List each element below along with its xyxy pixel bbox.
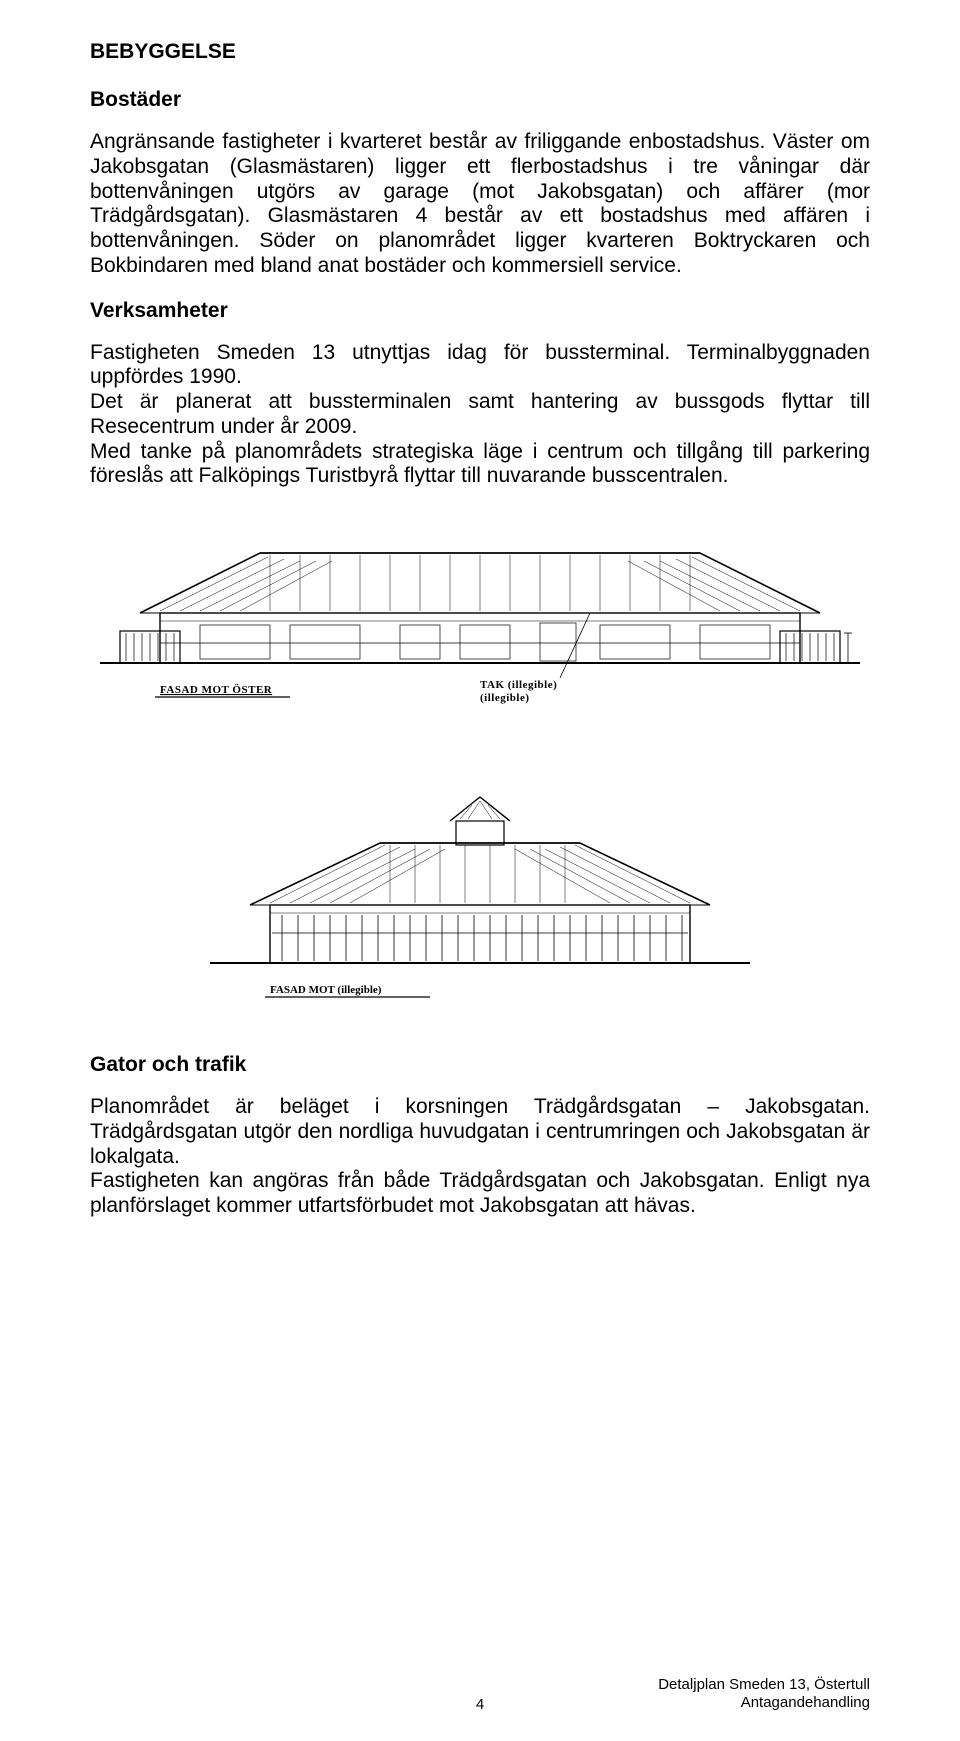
elevation2-caption: FASAD MOT (illegible) <box>270 984 382 996</box>
footer-line-2: Antagandehandling <box>741 1694 870 1711</box>
page: BEBYGGELSE Bostäder Angränsande fastighe… <box>0 0 960 1741</box>
page-footer: 4 Detaljplan Smeden 13, Östertull Antaga… <box>90 1676 870 1714</box>
footer-line-1: Detaljplan Smeden 13, Östertull <box>658 1676 870 1693</box>
paragraph-gator-2: Fastigheten kan angöras från både Trädgå… <box>90 1169 870 1219</box>
page-number: 4 <box>476 1696 484 1713</box>
paragraph-bostader: Angränsande fastigheter i kvarteret best… <box>90 130 870 279</box>
elevation1-caption: FASAD MOT ÖSTER <box>160 683 273 696</box>
paragraph-verksamheter-2: Det är planerat att bussterminalen samt … <box>90 390 870 440</box>
heading-verksamheter: Verksamheter <box>90 299 870 323</box>
drawings-container: FASAD MOT ÖSTER TAK (illegible) (illegib… <box>90 513 870 1013</box>
heading-bostader: Bostäder <box>90 88 870 112</box>
paragraph-verksamheter-1: Fastigheten Smeden 13 utnyttjas idag för… <box>90 341 870 391</box>
elevation-drawing-east: FASAD MOT ÖSTER TAK (illegible) (illegib… <box>100 513 860 723</box>
paragraph-verksamheter-3: Med tanke på planområdets strategiska lä… <box>90 440 870 490</box>
paragraph-gator-1: Planområdet är beläget i korsningen Träd… <box>90 1095 870 1169</box>
elevation-drawing-other: FASAD MOT (illegible) <box>210 783 750 1013</box>
heading-gator: Gator och trafik <box>90 1053 870 1077</box>
heading-bebyggelse: BEBYGGELSE <box>90 40 870 64</box>
elevation1-note-2: (illegible) <box>480 692 530 704</box>
elevation1-note-1: TAK (illegible) <box>480 679 557 691</box>
